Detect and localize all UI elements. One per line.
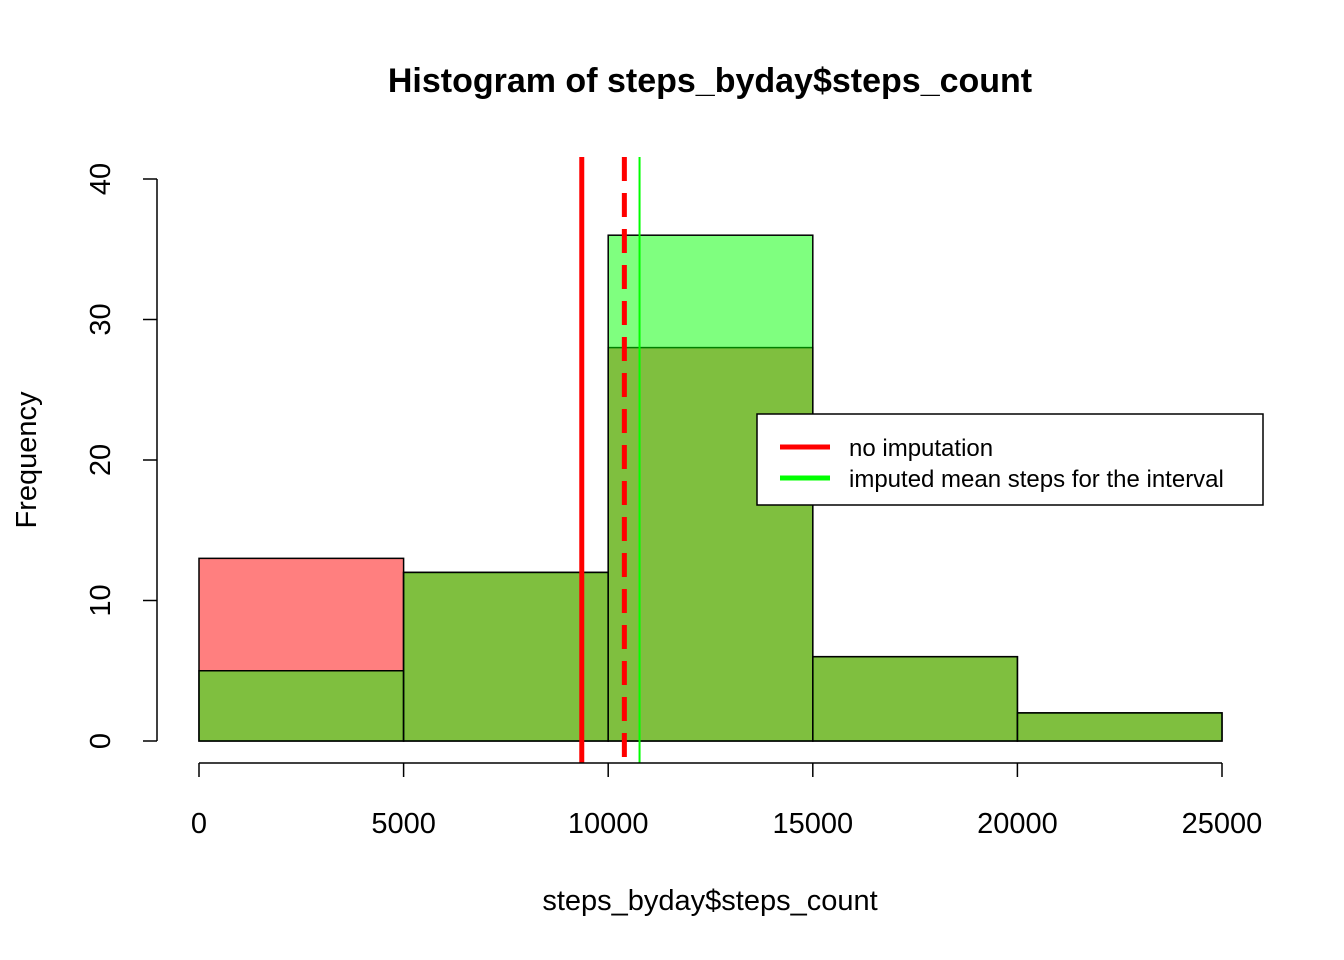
- legend-box: [756, 413, 1264, 506]
- y-tick-label-1: 10: [85, 584, 117, 616]
- chart-title: Histogram of steps_byday$steps_count: [388, 62, 1032, 100]
- legend: no imputation imputed mean steps for the…: [756, 413, 1264, 506]
- mean-lines-layer: [579, 157, 641, 763]
- bar-series2-bin4: [812, 655, 1019, 742]
- x-tick-label-4: 20000: [977, 808, 1058, 840]
- y-tick-label-4: 40: [85, 163, 117, 195]
- bar-series2-bin5: [1016, 712, 1223, 742]
- legend-label-no-imputation: no imputation: [849, 435, 993, 462]
- x-tick-label-0: 0: [191, 808, 207, 840]
- y-tick-label-0: 0: [85, 733, 117, 749]
- x-tick-label-3: 15000: [772, 808, 853, 840]
- y-tick-label-2: 20: [85, 444, 117, 476]
- legend-label-imputed: imputed mean steps for the interval: [849, 466, 1224, 493]
- x-axis-label: steps_byday$steps_count: [542, 885, 877, 917]
- x-tick-label-2: 10000: [568, 808, 649, 840]
- bar-series2-bin2: [402, 571, 609, 742]
- x-tick-label-5: 25000: [1182, 808, 1263, 840]
- bar-series2-bin1: [198, 670, 405, 742]
- y-tick-label-3: 30: [85, 303, 117, 335]
- axes-layer: 0 5000 10000 15000 20000 25000 0 10 20 30 40: [85, 163, 1262, 840]
- x-tick-label-1: 5000: [371, 808, 436, 840]
- y-axis-label: Frequency: [11, 391, 43, 529]
- bars-layer: [198, 234, 1223, 742]
